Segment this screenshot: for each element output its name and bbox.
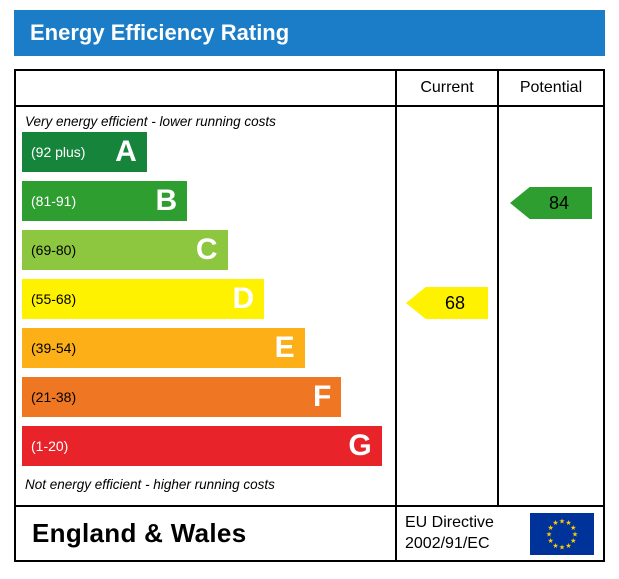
- svg-text:★: ★: [559, 543, 565, 551]
- band-g-bar: (1-20) G: [22, 426, 382, 466]
- svg-text:★: ★: [565, 519, 571, 527]
- svg-text:★: ★: [570, 537, 576, 545]
- potential-column: 84: [497, 107, 603, 505]
- band-c-bar: (69-80) C: [22, 230, 228, 270]
- svg-text:★: ★: [552, 519, 558, 527]
- band-c-range-label: (69-80): [31, 242, 77, 258]
- caption-top: Very energy efficient - lower running co…: [25, 114, 276, 129]
- current-column-header: Current: [395, 71, 497, 105]
- band-d-range-label: (55-68): [31, 291, 77, 307]
- band-e-range-label: (39-54): [31, 340, 77, 356]
- svg-text:★: ★: [572, 530, 578, 538]
- potential-rating-arrow: 84: [510, 187, 592, 219]
- band-g-letter: G: [348, 429, 372, 462]
- band-g-range-label: (1-20): [31, 438, 69, 454]
- band-e-letter: E: [274, 331, 295, 364]
- potential-rating-value: 84: [548, 192, 570, 213]
- band-b-letter: B: [155, 184, 178, 217]
- svg-text:★: ★: [552, 541, 558, 549]
- current-column: 68: [395, 107, 497, 505]
- svg-text:★: ★: [548, 524, 554, 532]
- band-d-bar: (55-68) D: [22, 279, 265, 319]
- eu-directive-line2: 2002/91/EC: [405, 534, 490, 552]
- table-header-row: Current Potential: [16, 71, 603, 107]
- potential-column-header: Potential: [497, 71, 603, 105]
- table-body: Very energy efficient - lower running co…: [16, 107, 603, 505]
- current-rating-arrow: 68: [406, 287, 488, 319]
- svg-text:★: ★: [565, 541, 571, 549]
- eu-directive-section: EU Directive 2002/91/EC ★ ★ ★ ★ ★ ★ ★ ★ …: [395, 507, 603, 560]
- current-rating-value: 68: [444, 292, 466, 313]
- eu-flag-icon: ★ ★ ★ ★ ★ ★ ★ ★ ★ ★ ★ ★: [530, 512, 594, 555]
- page-title: Energy Efficiency Rating: [30, 20, 290, 45]
- eu-directive-line1: EU Directive: [405, 513, 494, 531]
- band-c-letter: C: [195, 233, 218, 266]
- svg-text:★: ★: [546, 530, 552, 538]
- band-f-letter: F: [312, 380, 332, 413]
- rating-table: Current Potential Very energy efficient …: [14, 69, 605, 562]
- band-a-range-label: (92 plus): [31, 144, 86, 160]
- band-b-bar: (81-91) B: [22, 181, 188, 221]
- svg-text:★: ★: [559, 517, 565, 525]
- bands-column-header: [16, 71, 395, 105]
- svg-text:★: ★: [548, 537, 554, 545]
- band-a-bar: (92 plus) A: [22, 132, 147, 172]
- band-a-letter: A: [115, 135, 137, 168]
- band-d-letter: D: [232, 282, 255, 315]
- band-e-bar: (39-54) E: [22, 328, 305, 368]
- eu-directive-text: EU Directive 2002/91/EC: [405, 513, 494, 555]
- band-f-range-label: (21-38): [31, 389, 77, 405]
- title-bar: Energy Efficiency Rating: [14, 10, 605, 56]
- bands-area: Very energy efficient - lower running co…: [16, 107, 395, 505]
- svg-text:★: ★: [570, 524, 576, 532]
- band-b-range-label: (81-91): [31, 193, 77, 209]
- band-f-bar: (21-38) F: [22, 377, 342, 417]
- region-label: England & Wales: [32, 518, 247, 548]
- caption-bottom: Not energy efficient - higher running co…: [25, 477, 275, 492]
- table-footer: England & Wales EU Directive 2002/91/EC …: [16, 505, 603, 560]
